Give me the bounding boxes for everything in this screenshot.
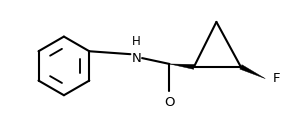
Text: N: N <box>131 52 141 65</box>
Polygon shape <box>169 64 194 69</box>
Text: F: F <box>273 72 280 85</box>
Text: O: O <box>164 96 175 109</box>
Polygon shape <box>240 65 265 79</box>
Text: H: H <box>132 35 141 48</box>
